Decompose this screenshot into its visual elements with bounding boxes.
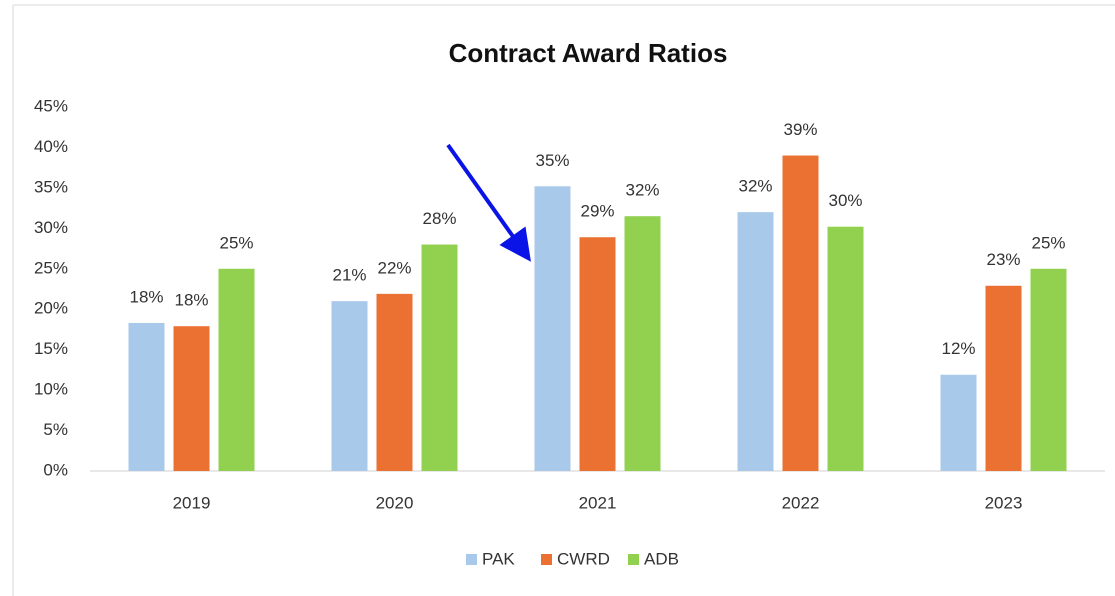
y-tick-label: 40% <box>34 137 68 156</box>
data-label: 35% <box>535 151 569 170</box>
x-tick-label: 2020 <box>376 493 414 512</box>
data-label: 22% <box>377 258 411 277</box>
y-tick-label: 35% <box>34 177 68 196</box>
y-tick-label: 15% <box>34 339 68 358</box>
legend-swatch <box>628 554 639 565</box>
x-tick-label: 2021 <box>579 493 617 512</box>
chart-title: Contract Award Ratios <box>449 38 728 68</box>
data-label: 21% <box>332 266 366 285</box>
bar <box>1030 268 1067 471</box>
bar <box>128 322 165 471</box>
legend-label: CWRD <box>557 549 610 568</box>
y-tick-label: 5% <box>43 420 68 439</box>
data-label: 25% <box>219 233 253 252</box>
bar <box>376 293 413 471</box>
bar <box>940 374 977 471</box>
bar <box>534 186 571 471</box>
bar <box>985 285 1022 471</box>
legend-swatch <box>541 554 552 565</box>
data-label: 12% <box>941 339 975 358</box>
data-label: 29% <box>580 202 614 221</box>
data-label: 32% <box>738 177 772 196</box>
bar <box>782 155 819 472</box>
data-label: 30% <box>828 191 862 210</box>
data-label: 18% <box>129 287 163 306</box>
y-tick-label: 25% <box>34 258 68 277</box>
data-label: 18% <box>174 291 208 310</box>
data-label: 39% <box>783 120 817 139</box>
bar <box>827 226 864 471</box>
x-tick-label: 2023 <box>985 493 1023 512</box>
bar <box>579 237 616 471</box>
y-tick-label: 0% <box>43 460 68 479</box>
bar <box>737 212 774 471</box>
bar <box>331 301 368 471</box>
y-tick-label: 20% <box>34 299 68 318</box>
bar <box>421 244 458 471</box>
data-label: 25% <box>1031 233 1065 252</box>
legend-swatch <box>466 554 477 565</box>
bar <box>218 268 255 471</box>
data-label: 23% <box>986 250 1020 269</box>
x-tick-label: 2019 <box>173 493 211 512</box>
y-tick-label: 10% <box>34 380 68 399</box>
x-tick-label: 2022 <box>782 493 820 512</box>
data-label: 28% <box>422 209 456 228</box>
legend-label: PAK <box>482 549 515 568</box>
bar <box>624 216 661 471</box>
y-tick-label: 45% <box>34 96 68 115</box>
bar <box>173 326 210 471</box>
legend-label: ADB <box>644 549 679 568</box>
y-tick-label: 30% <box>34 218 68 237</box>
data-label: 32% <box>625 181 659 200</box>
arrow <box>446 143 531 262</box>
